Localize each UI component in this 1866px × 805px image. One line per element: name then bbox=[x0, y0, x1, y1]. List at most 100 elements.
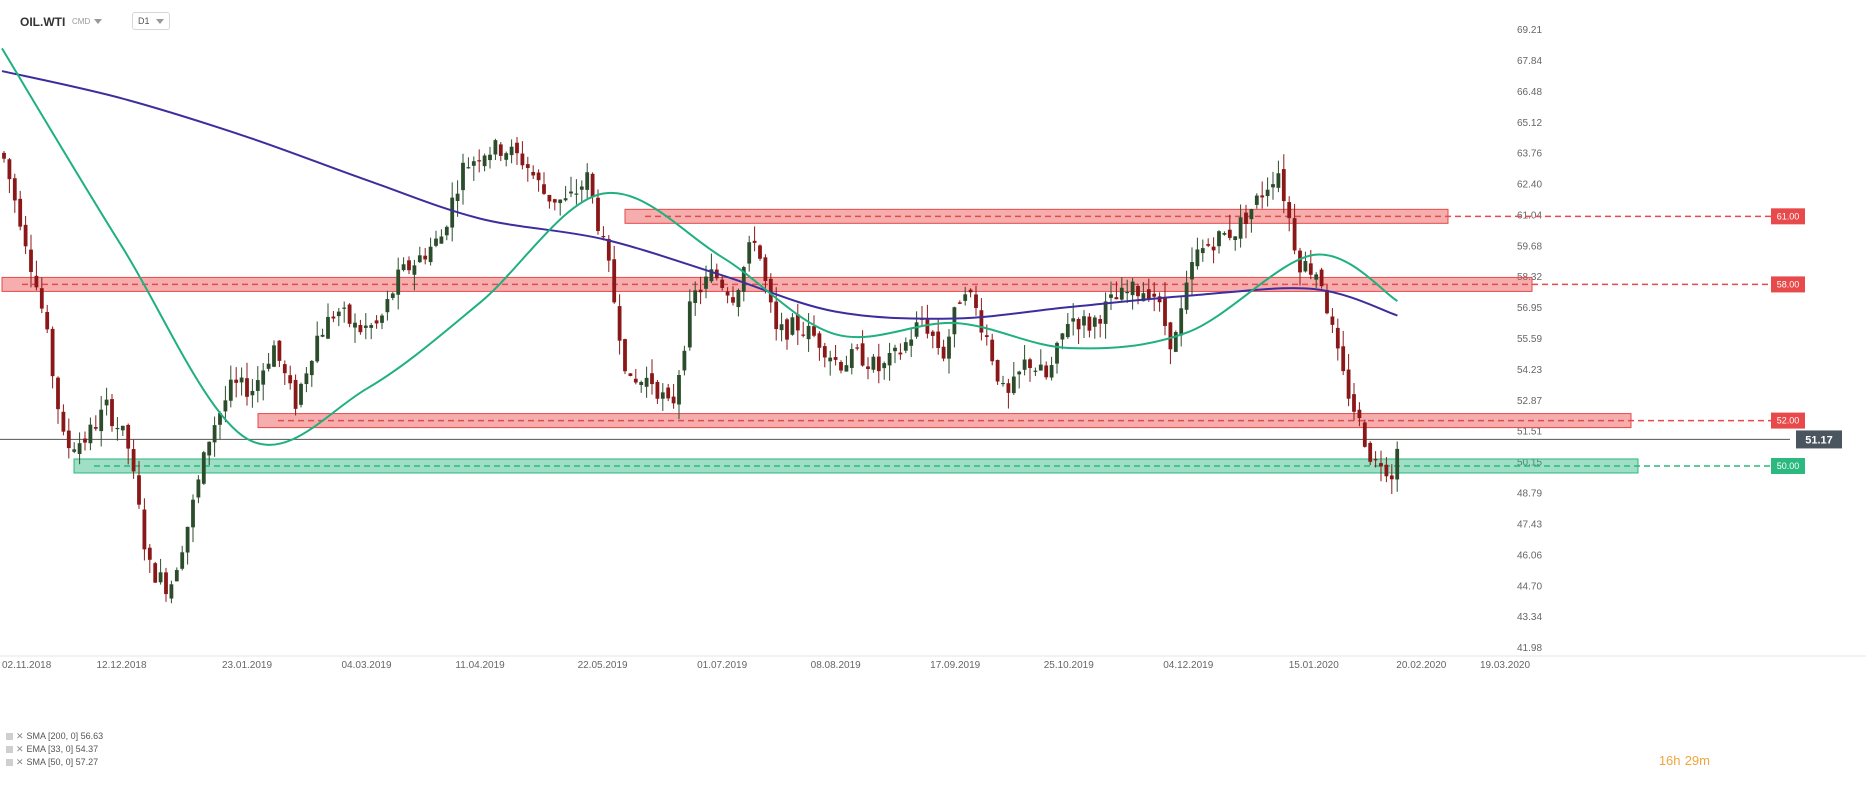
candle-countdown: 16h 29m bbox=[1659, 752, 1710, 769]
candle-up bbox=[353, 322, 357, 328]
candle-down bbox=[515, 142, 519, 154]
y-tick-label: 69.21 bbox=[1517, 25, 1542, 36]
settings-icon[interactable] bbox=[6, 746, 13, 753]
candle-up bbox=[1233, 236, 1238, 241]
close-icon[interactable]: ✕ bbox=[16, 757, 24, 767]
candle-up bbox=[1173, 332, 1178, 352]
candle-up bbox=[1271, 184, 1275, 188]
candle-down bbox=[655, 381, 660, 399]
candle-down bbox=[698, 289, 703, 293]
candle-down bbox=[1087, 316, 1092, 331]
y-tick-label: 65.12 bbox=[1517, 118, 1542, 129]
candle-down bbox=[601, 236, 606, 238]
candle-up bbox=[1055, 342, 1059, 364]
candle-down bbox=[34, 275, 39, 288]
candle-up bbox=[1092, 317, 1097, 327]
candle-down bbox=[531, 171, 536, 176]
candle-up bbox=[677, 375, 681, 405]
candle-down bbox=[39, 288, 44, 309]
candle-down bbox=[1308, 263, 1313, 275]
candle-up bbox=[315, 335, 320, 362]
level-label: 61.00 bbox=[1777, 211, 1800, 221]
candle-up bbox=[947, 336, 951, 359]
candle-up bbox=[77, 443, 82, 454]
ema33-line bbox=[1, 47, 1398, 446]
candle-down bbox=[93, 427, 98, 429]
candle-up bbox=[1222, 233, 1227, 235]
candle-up bbox=[790, 317, 795, 335]
candle-up bbox=[569, 191, 573, 194]
candle-up bbox=[261, 370, 266, 385]
candle-down bbox=[860, 343, 865, 366]
exchange-selector[interactable]: CMD bbox=[72, 17, 103, 26]
close-icon[interactable]: ✕ bbox=[16, 731, 24, 741]
candle-up bbox=[893, 347, 897, 352]
candle-up bbox=[828, 357, 833, 362]
candle-up bbox=[223, 400, 228, 412]
candle-down bbox=[347, 304, 352, 324]
candle-down bbox=[1298, 250, 1302, 273]
candle-down bbox=[374, 320, 379, 324]
symbol-label[interactable]: OIL.WTI bbox=[20, 15, 66, 29]
candle-up bbox=[644, 377, 649, 387]
candle-down bbox=[628, 373, 633, 376]
candle-up bbox=[363, 325, 368, 328]
countdown-hours: 16 bbox=[1658, 753, 1674, 768]
candle-down bbox=[930, 331, 935, 336]
candle-down bbox=[984, 335, 989, 337]
candle-up bbox=[99, 409, 104, 432]
candle-down bbox=[725, 291, 730, 296]
candle-up bbox=[779, 324, 784, 331]
candle-down bbox=[331, 316, 336, 319]
indicator-legend: ✕ SMA [200, 0] 56.63 ✕ EMA [33, 0] 54.37… bbox=[6, 730, 103, 769]
candle-down bbox=[1281, 169, 1286, 202]
candle-down bbox=[1163, 297, 1167, 326]
candle-up bbox=[201, 452, 206, 484]
candle-up bbox=[1011, 376, 1016, 394]
candle-down bbox=[855, 347, 860, 349]
y-tick-label: 63.76 bbox=[1517, 149, 1542, 160]
y-tick-label: 56.95 bbox=[1517, 303, 1542, 314]
candle-up bbox=[1049, 365, 1054, 378]
candle-down bbox=[542, 184, 546, 194]
y-tick-label: 50.15 bbox=[1517, 458, 1542, 469]
legend-item-sma50[interactable]: ✕ SMA [50, 0] 57.27 bbox=[6, 756, 103, 769]
candle-up bbox=[342, 307, 347, 309]
settings-icon[interactable] bbox=[6, 733, 13, 740]
level-label: 58.00 bbox=[1777, 279, 1800, 289]
candle-down bbox=[974, 294, 978, 308]
candle-up bbox=[309, 360, 314, 376]
x-tick-label: 17.09.2019 bbox=[930, 660, 980, 671]
candle-down bbox=[1006, 383, 1011, 393]
candle-up bbox=[963, 294, 968, 301]
candle-up bbox=[196, 479, 201, 498]
countdown-minutes: 29 bbox=[1684, 753, 1700, 768]
y-tick-label: 47.43 bbox=[1517, 519, 1542, 530]
x-tick-label: 11.04.2019 bbox=[455, 660, 505, 671]
candle-up bbox=[212, 425, 217, 443]
candle-up bbox=[401, 264, 406, 271]
settings-icon[interactable] bbox=[6, 759, 13, 766]
candle-down bbox=[979, 310, 984, 333]
candle-down bbox=[1152, 293, 1157, 297]
timeframe-select[interactable]: D1 bbox=[132, 12, 170, 30]
candle-down bbox=[131, 449, 136, 472]
candle-down bbox=[606, 238, 611, 261]
candle-down bbox=[1357, 409, 1362, 419]
candle-up bbox=[509, 146, 514, 156]
legend-item-sma200[interactable]: ✕ SMA [200, 0] 56.63 bbox=[6, 730, 103, 743]
candle-up bbox=[1395, 448, 1400, 480]
chevron-down-icon bbox=[156, 18, 164, 24]
candle-down bbox=[110, 399, 114, 427]
candle-up bbox=[466, 167, 471, 169]
candle-down bbox=[812, 326, 816, 336]
candle-down bbox=[941, 346, 946, 359]
candle-down bbox=[23, 224, 28, 247]
candle-up bbox=[741, 267, 746, 292]
legend-item-ema33[interactable]: ✕ EMA [33, 0] 54.37 bbox=[6, 743, 103, 756]
close-icon[interactable]: ✕ bbox=[16, 744, 24, 754]
candle-down bbox=[1292, 218, 1297, 251]
candle-up bbox=[180, 552, 185, 569]
candle-down bbox=[126, 424, 131, 449]
